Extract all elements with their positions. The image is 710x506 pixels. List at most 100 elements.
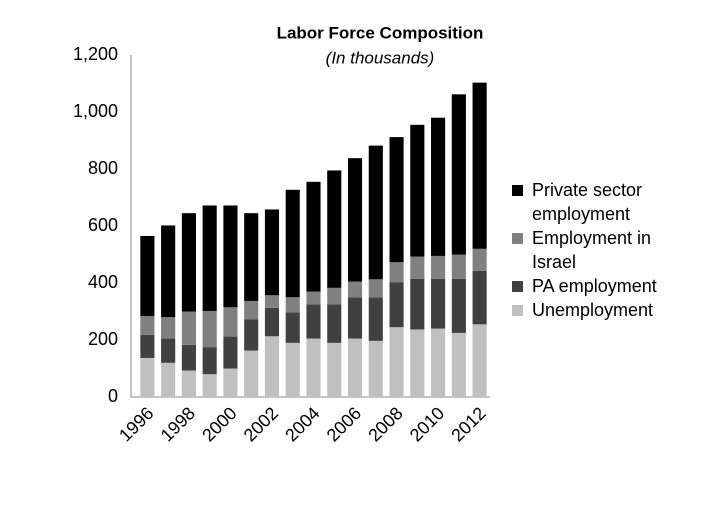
bar-segment <box>410 256 425 279</box>
legend-item: Unemployment <box>512 298 672 322</box>
bar-segment <box>181 344 196 371</box>
bar-segment <box>410 329 425 397</box>
bar-segment <box>347 338 363 397</box>
legend-item: PA employment <box>512 274 672 298</box>
bar-segment <box>285 312 300 343</box>
bar-segment <box>202 374 217 397</box>
bar-segment <box>327 304 342 343</box>
y-tick-label: 1,200 <box>73 44 118 64</box>
y-tick-label: 200 <box>88 329 118 349</box>
y-tick-label: 1,000 <box>73 101 118 121</box>
bar-segment <box>181 213 196 312</box>
legend-label: Unemployment <box>532 300 654 320</box>
bar-segment <box>202 347 217 375</box>
bar-segment <box>368 279 383 298</box>
bar-segment <box>244 350 259 397</box>
bar-segment <box>451 278 466 333</box>
bar-segment <box>306 338 321 397</box>
bar-segment <box>472 324 487 397</box>
bar-segment <box>140 235 155 317</box>
legend-label: Employment in Israel <box>532 228 652 272</box>
legend-item: Private sector employment <box>512 178 672 226</box>
bar-segment <box>264 336 280 397</box>
bar-segment <box>472 82 487 249</box>
bar-segment <box>264 209 280 296</box>
bar-segment <box>347 297 363 339</box>
bar-segment <box>431 117 446 256</box>
bar-segment <box>327 170 342 288</box>
x-tick-label: 2010 <box>406 403 448 445</box>
bar-segment <box>161 362 176 397</box>
bar-segment <box>389 327 404 397</box>
bar-segment <box>202 310 217 348</box>
bar-segment <box>347 281 363 298</box>
bar-segment <box>451 254 466 279</box>
legend-swatch <box>512 233 523 244</box>
bar-segment <box>223 368 238 397</box>
y-tick-label: 0 <box>108 386 118 406</box>
bar-segment <box>285 342 300 397</box>
bar-segment <box>389 282 404 328</box>
bar-segment <box>431 255 446 279</box>
bar-segment <box>264 295 280 308</box>
legend: Private sector employment Employment in I… <box>512 178 672 322</box>
bar-segment <box>306 304 321 339</box>
bar-segment <box>327 342 342 397</box>
bar-segment <box>327 287 342 305</box>
x-tick-label: 2012 <box>447 403 489 445</box>
y-tick-label: 600 <box>88 215 118 235</box>
bar-segment <box>140 316 155 335</box>
bar-segment <box>451 94 466 255</box>
bar-segment <box>244 300 259 320</box>
bar-segment <box>264 307 280 337</box>
bar-segment <box>223 336 238 369</box>
bar-segment <box>202 205 217 311</box>
x-tick-label: 2006 <box>323 403 365 445</box>
bar-segment <box>368 297 383 341</box>
bar-segment <box>285 189 300 298</box>
chart-subtitle: (In thousands) <box>326 48 435 67</box>
bar-segment <box>285 297 300 313</box>
x-tick-label: 2008 <box>364 403 406 445</box>
x-tick-label: 1998 <box>157 403 199 445</box>
bar-segment <box>181 311 196 345</box>
bar-segment <box>389 137 404 263</box>
bar-segment <box>389 262 404 283</box>
bar-segment <box>140 357 155 397</box>
bar-segment <box>451 332 466 397</box>
bar-segment <box>181 370 196 397</box>
bar-segment <box>223 307 238 337</box>
bar-segment <box>161 338 176 363</box>
legend-label: Private sector employment <box>532 180 643 224</box>
bar-segment <box>140 334 155 358</box>
bar-segment <box>161 225 176 318</box>
bar-segment <box>347 158 363 282</box>
bar-segment <box>368 145 383 280</box>
bar-segment <box>472 270 487 325</box>
chart-title: Labor Force Composition <box>277 23 484 42</box>
bar-segment <box>244 213 259 301</box>
x-tick-label: 2004 <box>281 403 323 445</box>
legend-swatch <box>512 185 523 196</box>
x-tick-label: 1996 <box>115 403 157 445</box>
legend-swatch <box>512 305 523 316</box>
y-tick-label: 400 <box>88 272 118 292</box>
bar-segment <box>306 181 321 292</box>
legend-label: PA employment <box>532 276 657 296</box>
bar-segment <box>161 317 176 339</box>
bar-segment <box>472 248 487 271</box>
bar-segment <box>306 291 321 305</box>
bar-segment <box>431 328 446 397</box>
bar-segment <box>368 340 383 397</box>
x-tick-label: 2002 <box>240 403 282 445</box>
x-tick-label: 2000 <box>198 403 240 445</box>
bar-segment <box>410 278 425 330</box>
bar-segment <box>223 205 238 308</box>
y-tick-label: 800 <box>88 158 118 178</box>
legend-item: Employment in Israel <box>512 226 672 274</box>
bar-segment <box>410 124 425 257</box>
legend-swatch <box>512 281 523 292</box>
bar-segment <box>244 319 259 351</box>
